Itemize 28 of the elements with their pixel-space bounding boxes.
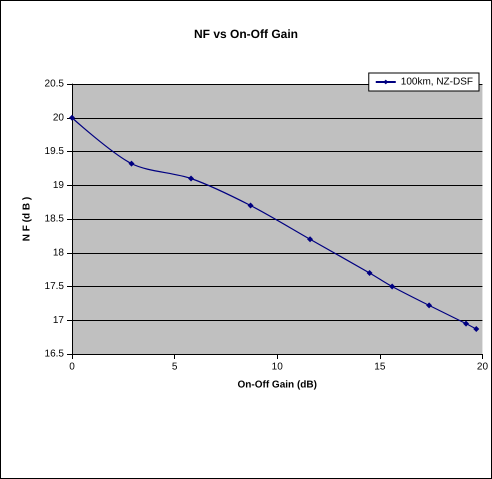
y-tick-label: 16.5 (44, 348, 64, 360)
point (188, 176, 194, 182)
legend-label: 100km, NZ-DSF (400, 76, 474, 88)
y-tick-label: 19.5 (44, 146, 64, 157)
y-tick-label: 17.5 (44, 281, 64, 292)
x-tick-label: 0 (69, 362, 76, 372)
y-axis-title: N F (d B ) (22, 196, 32, 242)
x-tick-label: 20 (476, 362, 488, 372)
point (426, 302, 432, 308)
point (248, 202, 254, 208)
x-axis-title: On-Off Gain (dB) (238, 380, 317, 390)
y-tick-label: 19 (52, 180, 64, 191)
x-tick-label: 5 (172, 362, 178, 372)
point (307, 236, 314, 242)
point (473, 326, 480, 332)
x-tick-label: 15 (374, 362, 386, 372)
point (389, 284, 396, 290)
point (128, 160, 135, 167)
y-tick-label: 20 (52, 112, 64, 124)
point (69, 114, 75, 121)
y-tick-label: 20.5 (44, 78, 64, 90)
point (366, 270, 373, 276)
y-tick-label: 18 (52, 247, 64, 258)
y-tick-label: 17 (52, 314, 64, 326)
point (463, 320, 470, 327)
x-tick-label: 10 (272, 362, 284, 372)
y-tick-label: 18.5 (44, 214, 64, 224)
chart-title: NF vs On-Off Gain (194, 27, 298, 41)
